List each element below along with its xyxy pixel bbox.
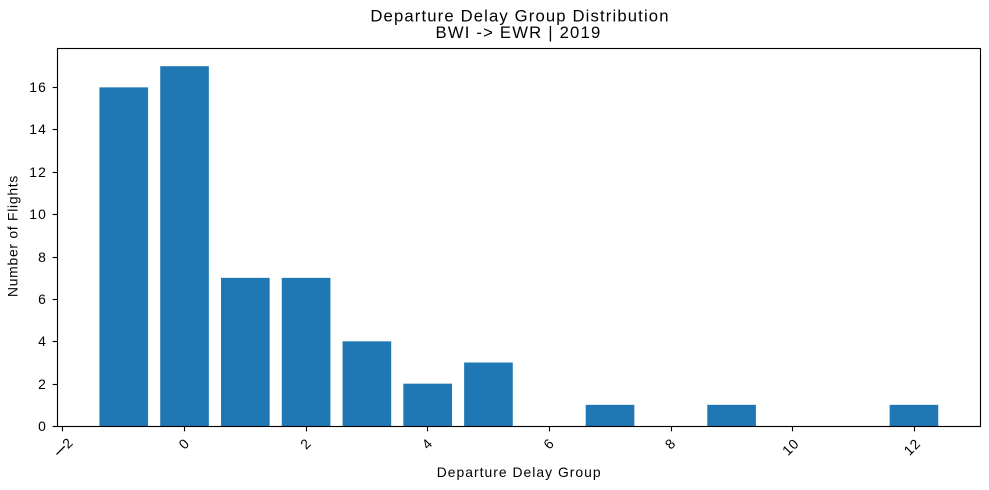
svg-text:0: 0: [38, 418, 47, 434]
svg-text:Departure Delay Group Distribu: Departure Delay Group Distribution: [370, 7, 669, 26]
svg-text:2: 2: [38, 376, 47, 392]
svg-text:10: 10: [29, 206, 47, 222]
svg-text:6: 6: [38, 291, 47, 307]
svg-text:14: 14: [29, 121, 47, 137]
svg-text:4: 4: [38, 333, 47, 349]
svg-text:16: 16: [29, 79, 47, 95]
svg-text:Number of Flights: Number of Flights: [5, 175, 21, 297]
svg-text:Departure Delay Group: Departure Delay Group: [437, 464, 602, 480]
svg-text:BWI -> EWR | 2019: BWI -> EWR | 2019: [436, 23, 602, 42]
svg-text:12: 12: [29, 164, 47, 180]
svg-text:8: 8: [38, 249, 47, 265]
